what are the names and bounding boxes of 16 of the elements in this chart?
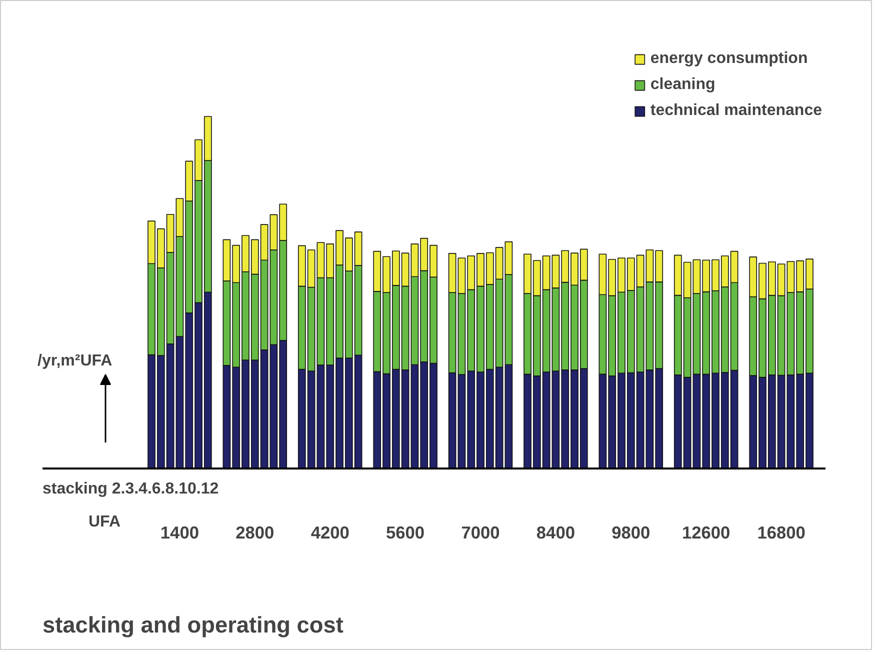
x-tick-label: 9800 xyxy=(612,522,650,542)
legend-label: technical maintenance xyxy=(650,102,822,120)
x-tick-label: 16800 xyxy=(757,522,806,542)
x-tick-label: 5600 xyxy=(386,522,425,542)
x-tick-label: 8400 xyxy=(536,522,575,542)
text: UFA xyxy=(88,514,121,530)
x-tick-label: 12600 xyxy=(682,522,730,542)
y-axis-title: /yr,m²UFA xyxy=(38,352,113,370)
x-tick-label: 4200 xyxy=(310,522,350,542)
text: stacking 2.3.4.6.8.10.12 xyxy=(42,480,219,498)
x-tick-label: 7000 xyxy=(461,522,500,542)
text: stacking and operating cost xyxy=(42,612,344,638)
x-tick-label: 2800 xyxy=(236,522,274,542)
legend-label: cleaning xyxy=(650,76,716,94)
legend-label: energy consumption xyxy=(650,50,808,68)
x-tick-label: 1400 xyxy=(160,522,199,542)
